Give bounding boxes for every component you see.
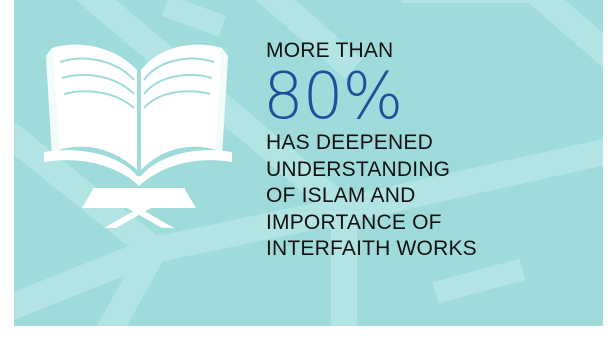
stat-intro-text: MORE THAN [266,39,394,62]
infographic-card: MORE THAN 80% HAS DEEPENED UNDERSTANDING… [14,0,603,326]
stat-description-line: HAS DEEPENED [266,131,433,154]
open-book-on-stand-icon [44,44,232,228]
stat-description-line: UNDERSTANDING [266,157,451,181]
stat-description-line: IMPORTANCE OF [266,210,442,234]
stat-value: 80% [263,60,403,134]
geometric-background-pattern [14,0,603,326]
statistic-block: MORE THAN 80% HAS DEEPENED UNDERSTANDING… [263,38,596,263]
stat-description-line: INTERFAITH WORKS [266,237,477,260]
stat-description-line: OF ISLAM AND [266,184,416,207]
